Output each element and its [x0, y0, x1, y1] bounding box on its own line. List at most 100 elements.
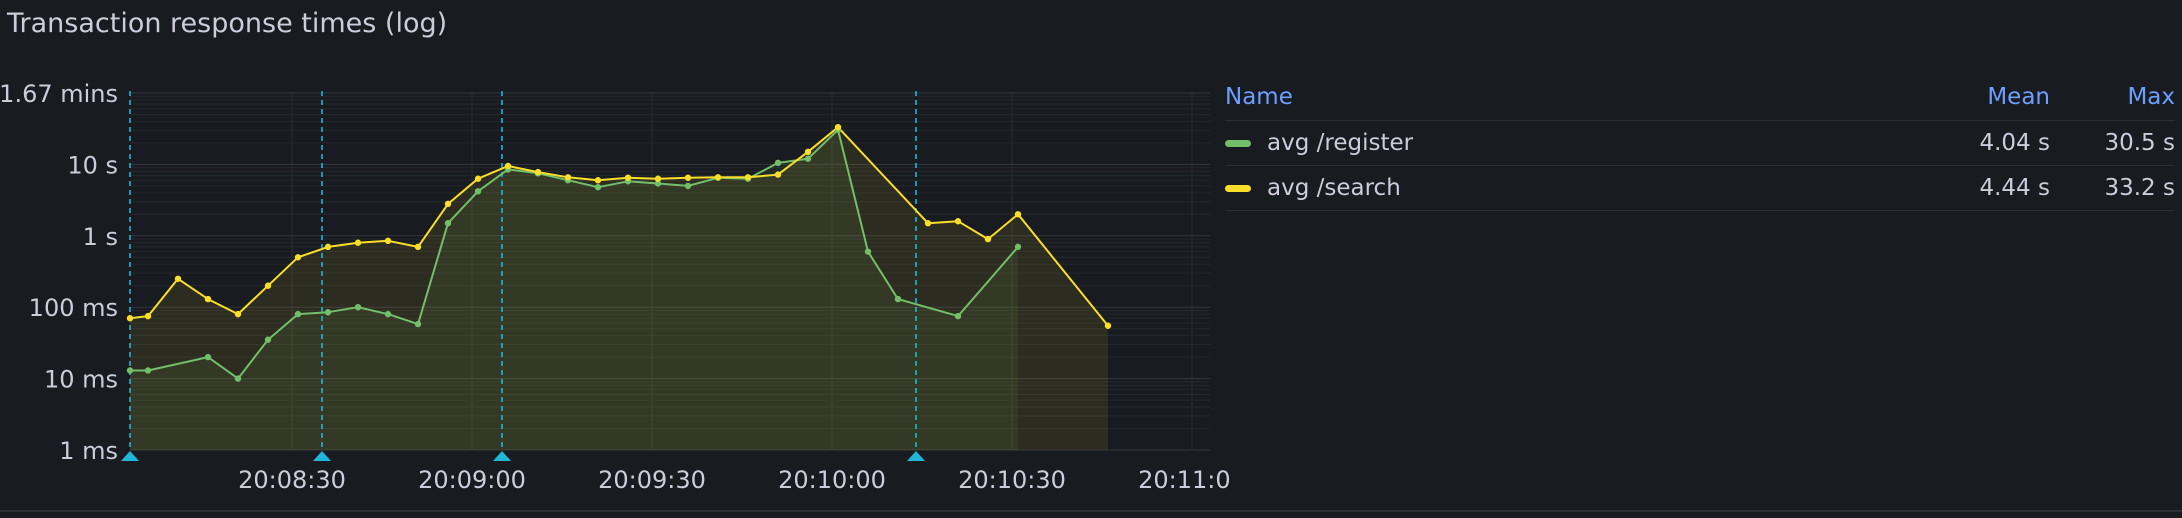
series-area-1 [130, 127, 1108, 450]
y-axis-ticks: 1.67 mins 10 s 1 s 100 ms 10 ms 1 ms [0, 80, 118, 465]
y-tick-label: 10 ms [44, 366, 118, 394]
data-point[interactable] [144, 312, 152, 320]
data-point[interactable] [504, 162, 512, 170]
data-point[interactable] [414, 243, 422, 251]
annotation-marker[interactable] [313, 451, 331, 461]
legend-series-name[interactable]: avg /register [1225, 120, 1826, 166]
y-tick-label: 1 s [83, 223, 118, 251]
series-line-1 [129, 126, 1109, 327]
data-point[interactable] [264, 282, 272, 289]
legend-color-swatch [1225, 185, 1251, 192]
data-point[interactable] [126, 315, 134, 322]
data-point[interactable] [774, 171, 782, 178]
data-point[interactable] [324, 309, 332, 316]
chart-grid [130, 92, 1210, 451]
data-point[interactable] [684, 182, 692, 190]
legend-header-mean[interactable]: Mean [1825, 78, 2050, 121]
x-axis-ticks: 20:08:30 20:09:00 20:09:30 20:10:00 20:10:30… [238, 466, 1230, 494]
legend-header-max[interactable]: Max [2050, 78, 2175, 121]
data-point[interactable] [834, 123, 842, 131]
x-tick-label: 20:10:30 [958, 466, 1066, 494]
legend-mean-value: 4.44 s [1825, 165, 2050, 211]
data-point[interactable] [474, 175, 482, 182]
data-point[interactable] [234, 310, 242, 318]
data-point[interactable] [414, 320, 422, 328]
panel-title: Transaction response times (log) [7, 8, 448, 39]
legend-mean-value: 4.04 s [1825, 120, 2050, 166]
data-point[interactable] [204, 295, 212, 303]
y-tick-label: 100 ms [29, 294, 118, 322]
series-points [126, 123, 1112, 382]
data-point[interactable] [384, 237, 392, 245]
data-point[interactable] [204, 353, 212, 361]
data-point[interactable] [1014, 211, 1022, 218]
y-tick-label: 10 s [67, 151, 118, 179]
data-point[interactable] [654, 180, 662, 187]
legend-row[interactable]: avg /search 4.44 s 33.2 s [1225, 165, 2175, 211]
x-tick-label: 20:11:00 [1138, 466, 1230, 494]
legend-series-name[interactable]: avg /search [1225, 165, 1826, 211]
data-point[interactable] [864, 248, 872, 255]
y-tick-label: 1.67 mins [0, 80, 118, 108]
data-point[interactable] [594, 177, 602, 184]
data-point[interactable] [654, 175, 662, 182]
data-point[interactable] [234, 375, 242, 382]
series-line-0 [130, 128, 1019, 380]
x-tick-label: 20:08:30 [238, 466, 346, 494]
data-point[interactable] [684, 174, 692, 181]
data-point[interactable] [624, 174, 632, 181]
data-point[interactable] [534, 168, 542, 176]
series-areas [130, 127, 1108, 451]
data-point[interactable] [294, 310, 302, 318]
data-point[interactable] [444, 200, 452, 208]
data-point[interactable] [324, 243, 332, 251]
annotation-marker[interactable] [493, 451, 511, 461]
data-point[interactable] [954, 312, 962, 320]
annotation-markers [121, 91, 925, 461]
data-point[interactable] [924, 220, 932, 227]
legend-rows: avg /register 4.04 s 30.5 s avg /search 4.44… [1225, 120, 2175, 211]
data-point[interactable] [174, 275, 182, 282]
data-point[interactable] [1104, 322, 1112, 329]
data-point[interactable] [1014, 243, 1022, 251]
data-point[interactable] [774, 159, 782, 167]
legend-row[interactable]: avg /register 4.04 s 30.5 s [1225, 120, 2175, 166]
data-point[interactable] [294, 254, 302, 261]
data-point[interactable] [594, 183, 602, 191]
data-point[interactable] [564, 174, 572, 181]
annotation-marker[interactable] [907, 451, 925, 461]
y-tick-label: 1 ms [59, 437, 118, 465]
series-lines [129, 126, 1109, 380]
data-point[interactable] [354, 239, 362, 246]
legend-header-name[interactable]: Name [1225, 78, 1826, 121]
annotation-marker[interactable] [121, 451, 139, 461]
data-point[interactable] [384, 310, 392, 318]
legend-color-swatch [1225, 140, 1251, 147]
data-point[interactable] [954, 218, 962, 225]
series-area-0 [130, 129, 1018, 451]
panel-divider [0, 510, 2182, 512]
data-point[interactable] [714, 174, 722, 181]
legend-max-value: 33.2 s [2050, 165, 2175, 211]
data-point[interactable] [126, 367, 134, 374]
data-point[interactable] [474, 188, 482, 195]
time-series-chart[interactable]: 1.67 mins 10 s 1 s 100 ms 10 ms 1 ms 20:08:30… [0, 0, 1230, 518]
x-tick-label: 20:10:00 [778, 466, 886, 494]
legend-series-label: avg /search [1267, 175, 1401, 201]
data-point[interactable] [804, 155, 812, 162]
x-tick-label: 20:09:30 [598, 466, 706, 494]
data-point[interactable] [804, 148, 812, 156]
data-point[interactable] [444, 220, 452, 227]
data-point[interactable] [744, 174, 752, 181]
data-point[interactable] [264, 336, 272, 343]
data-point[interactable] [984, 235, 992, 243]
data-point[interactable] [354, 304, 362, 311]
legend-max-value: 30.5 s [2050, 120, 2175, 166]
data-point[interactable] [144, 367, 152, 374]
data-point[interactable] [894, 295, 902, 303]
legend-series-label: avg /register [1267, 130, 1414, 156]
x-tick-label: 20:09:00 [418, 466, 526, 494]
